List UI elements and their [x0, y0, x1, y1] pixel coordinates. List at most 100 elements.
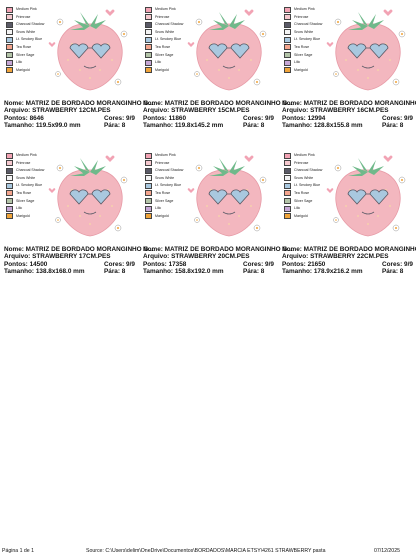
strawberry-body — [196, 23, 262, 91]
color-swatch — [284, 21, 291, 28]
color-swatch — [284, 36, 291, 43]
color-count: 9/9 — [126, 260, 135, 268]
smile — [222, 211, 236, 215]
color-name: Medium Pink — [294, 153, 315, 157]
stitch-count: 21650 — [307, 260, 326, 268]
color-swatch — [145, 59, 152, 66]
heart-icon — [326, 155, 393, 193]
strawberry-body — [57, 169, 123, 237]
palette-row: Snow White — [284, 29, 338, 37]
palette-row: Primrose — [145, 160, 199, 168]
design-card[interactable]: Medium Pink Primrose Charcoal Shadow Snow W… — [278, 0, 416, 140]
heart-glasses-icon — [347, 43, 389, 59]
color-name: Marigold — [294, 213, 308, 218]
palette-row: Lt. Smokey Blue — [145, 36, 199, 44]
color-swatch — [6, 6, 13, 13]
smile — [83, 65, 97, 69]
palette-row: Marigold — [145, 67, 199, 75]
palette-row: Marigold — [6, 67, 60, 75]
palette-row: Silver Sage — [284, 198, 338, 206]
stitch-count: 8646 — [29, 114, 44, 122]
size-label: Tamanho: — [4, 267, 35, 275]
color-palette: Medium Pink Primrose Charcoal Shadow Snow W… — [6, 6, 60, 74]
palette-row: Snow White — [6, 175, 60, 183]
color-name: Silver Sage — [155, 198, 174, 203]
palette-row: Marigold — [145, 213, 199, 221]
size-label: Tamanho: — [143, 121, 174, 129]
color-swatch — [284, 198, 291, 205]
file-label: Arquivo: — [282, 253, 309, 261]
heart-icon — [326, 9, 393, 47]
palette-row: Primrose — [284, 14, 338, 22]
color-name: Lt. Smokey Blue — [155, 37, 182, 42]
color-swatch — [284, 167, 291, 174]
color-swatch — [284, 160, 291, 167]
flower-icon — [333, 164, 406, 232]
design-card[interactable]: Medium Pink Primrose Charcoal Shadow Snow W… — [0, 0, 154, 140]
palette-row: Tea Rose — [145, 190, 199, 198]
palette-row: Silver Sage — [284, 52, 338, 60]
palette-row: Snow White — [284, 175, 338, 183]
page-number: Página 1 de 1 — [2, 548, 35, 554]
color-name: Snow White — [16, 175, 36, 180]
color-swatch — [284, 59, 291, 66]
stop-count: 8 — [399, 267, 404, 275]
palette-row: Lilic — [145, 59, 199, 67]
color-swatch — [6, 175, 13, 182]
color-swatch — [284, 152, 291, 159]
palette-row: Tea Rose — [284, 44, 338, 52]
design-name: MATRIZ DE BORDADO MORANGINHO G... — [164, 246, 293, 253]
color-name: Tea Rose — [155, 44, 171, 49]
print-footer: Página 1 de 1 Source: C:\Users\delim\One… — [0, 545, 416, 557]
colors-label: Cores: — [382, 114, 403, 122]
color-swatch — [6, 213, 13, 220]
palette-row: Primrose — [145, 14, 199, 22]
name-label: Nome: — [143, 100, 163, 107]
stops-label: Pára: — [104, 121, 120, 129]
color-name: Lt. Smokey Blue — [16, 37, 43, 42]
stops-label: Pára: — [243, 267, 259, 275]
stitch-count: 12994 — [307, 114, 326, 122]
palette-row: Tea Rose — [145, 44, 199, 52]
design-card[interactable]: Medium Pink Primrose Charcoal Shadow Snow W… — [278, 146, 416, 286]
design-card[interactable]: Medium Pink Primrose Charcoal Shadow Snow W… — [139, 0, 293, 140]
color-name: Lilic — [16, 60, 23, 65]
color-name: Snow White — [294, 29, 314, 34]
palette-row: Medium Pink — [145, 152, 199, 160]
palette-row: Charcoal Shadow — [6, 167, 60, 175]
color-name: Charcoal Shadow — [155, 168, 184, 173]
color-name: Silver Sage — [155, 52, 174, 57]
file-name: STRAWBERRY 20CM.PES — [171, 253, 250, 261]
design-card[interactable]: Medium Pink Primrose Charcoal Shadow Snow W… — [139, 146, 293, 286]
color-swatch — [6, 14, 13, 21]
leaf-icon — [70, 12, 106, 30]
design-name: MATRIZ DE BORDADO MORANGINHO G... — [303, 246, 416, 253]
file-name: STRAWBERRY 22CM.PES — [310, 253, 389, 261]
strawberry-artwork — [326, 155, 406, 237]
color-name: Lilic — [294, 60, 301, 65]
color-name: Marigold — [16, 213, 30, 218]
color-swatch — [284, 44, 291, 51]
color-name: Charcoal Shadow — [16, 168, 45, 173]
color-name: Lt. Smokey Blue — [294, 37, 321, 42]
file-name: STRAWBERRY 12CM.PES — [32, 107, 111, 115]
design-card[interactable]: Medium Pink Primrose Charcoal Shadow Snow W… — [0, 146, 154, 286]
palette-row: Lilic — [6, 205, 60, 213]
color-name: Marigold — [155, 213, 169, 218]
color-swatch — [284, 182, 291, 189]
color-swatch — [6, 67, 13, 74]
color-count: 9/9 — [265, 114, 274, 122]
color-swatch — [6, 167, 13, 174]
size-label: Tamanho: — [143, 267, 174, 275]
color-name: Lilic — [155, 60, 162, 65]
color-name: Tea Rose — [16, 190, 32, 195]
color-name: Snow White — [16, 29, 36, 34]
size-label: Tamanho: — [282, 267, 313, 275]
heart-glasses-icon — [347, 189, 389, 205]
size-label: Tamanho: — [4, 121, 35, 129]
color-swatch — [6, 36, 13, 43]
stop-count: 8 — [121, 121, 126, 129]
points-label: Pontos: — [143, 114, 167, 122]
strawberry-artwork — [48, 9, 128, 91]
color-name: Tea Rose — [294, 44, 310, 49]
